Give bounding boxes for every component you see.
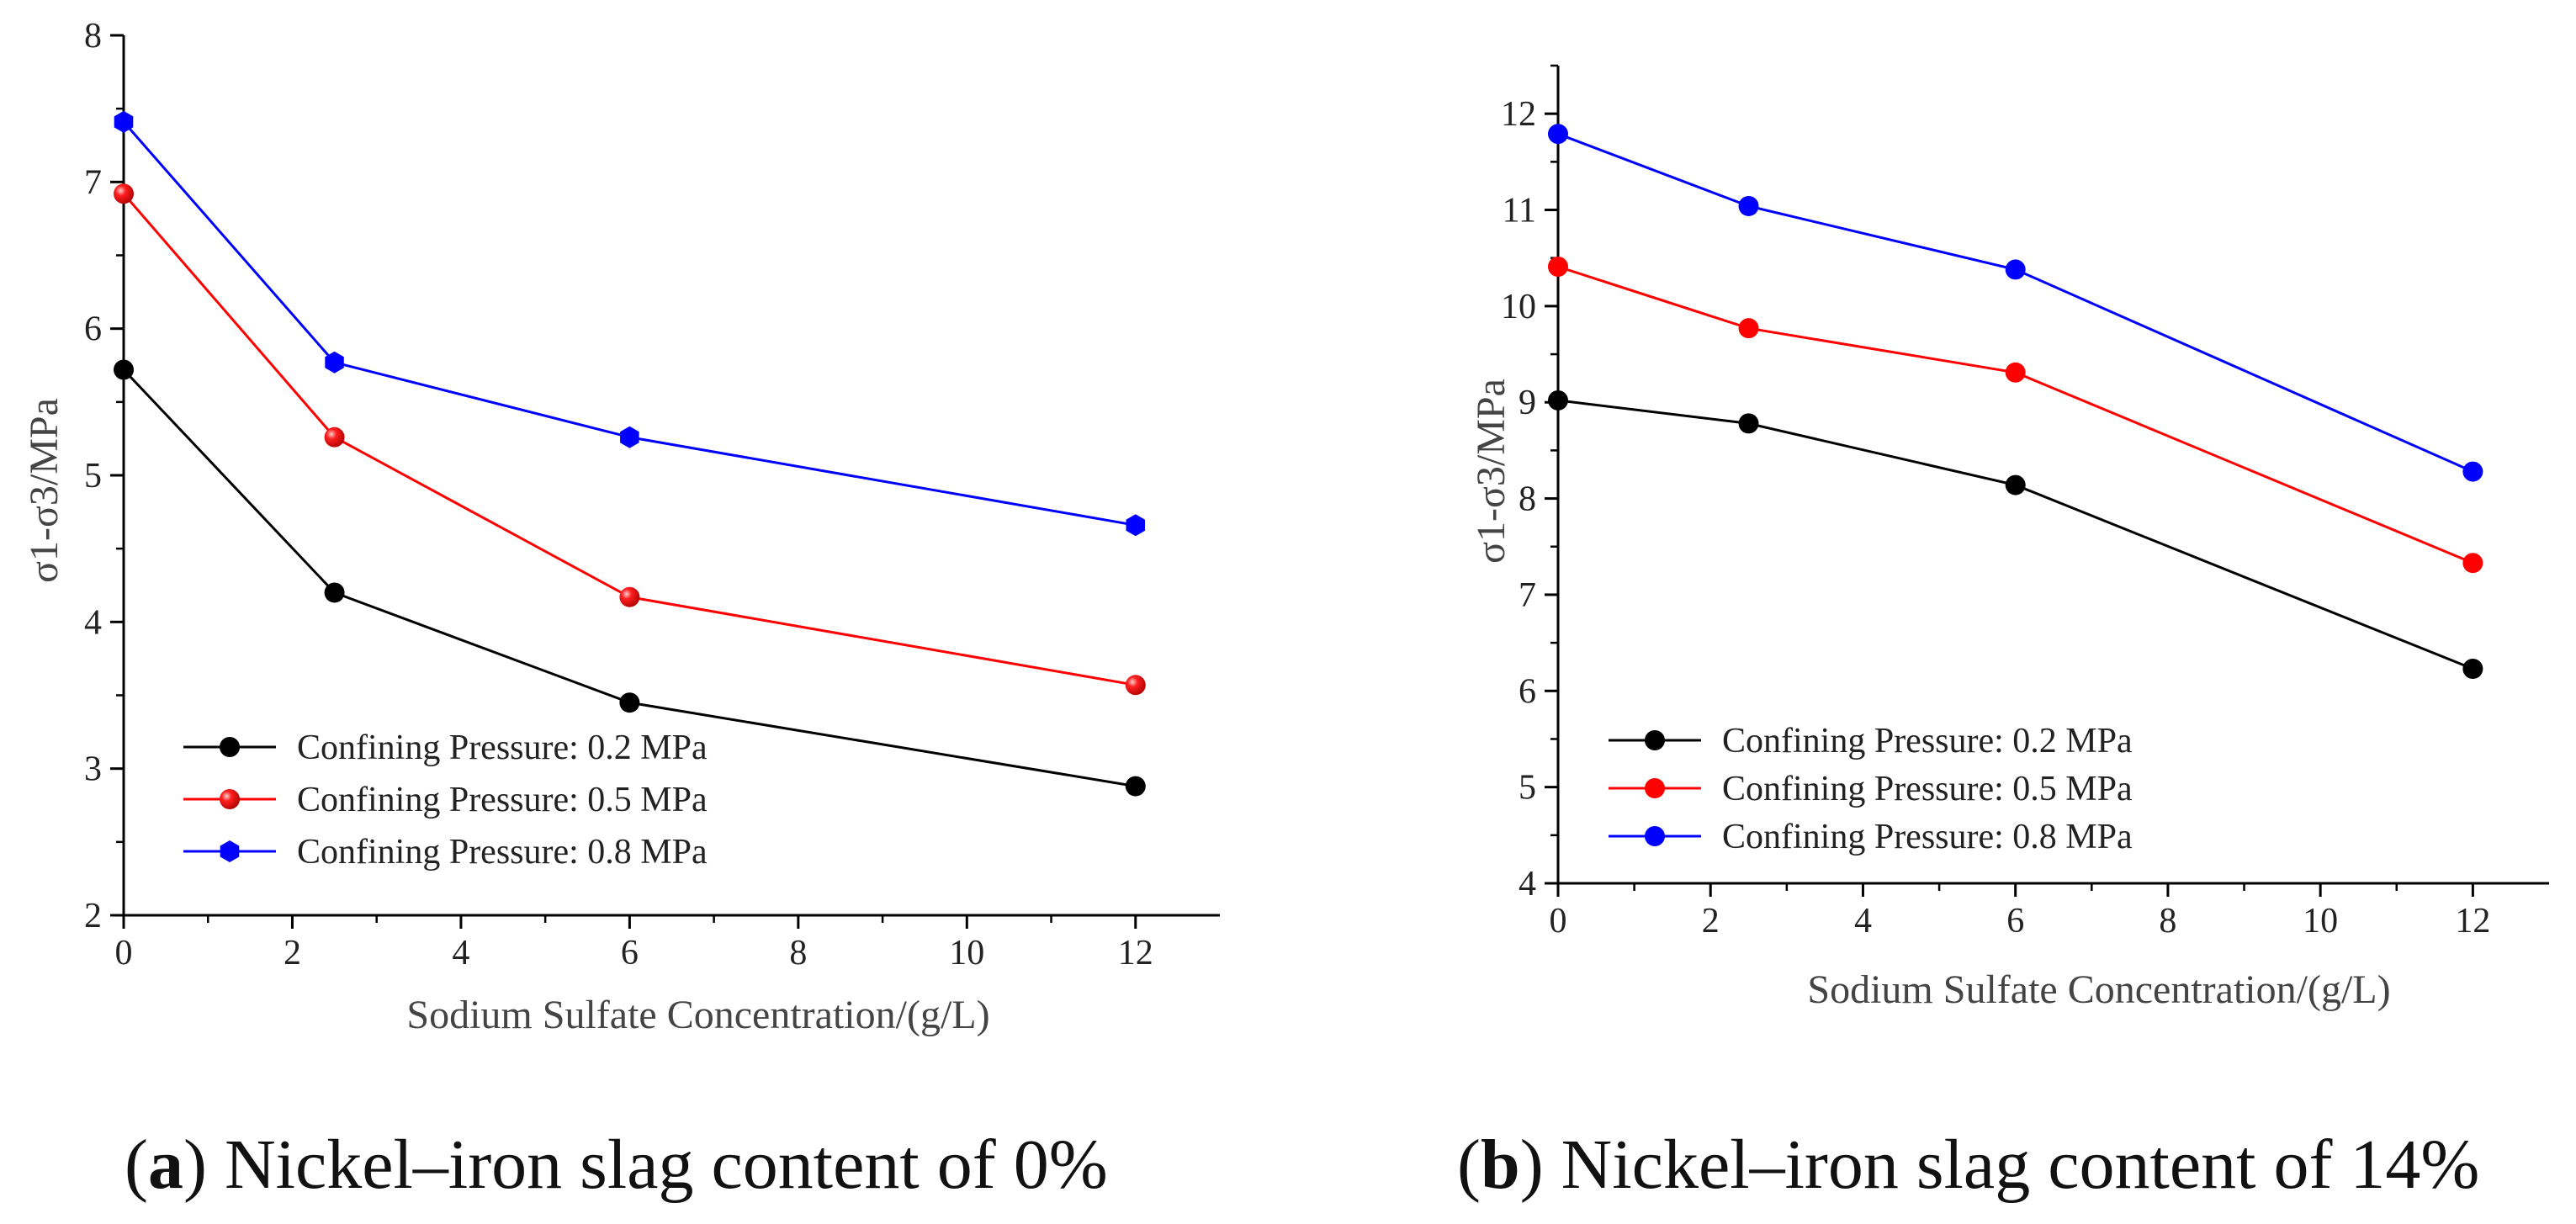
panel-b-x-tick-label: 0 (1550, 902, 1567, 941)
panel-a-y-tick-label: 5 (84, 457, 102, 495)
panel-a-legend-label: Confining Pressure: 0.8 MPa (297, 833, 708, 872)
panel-b-x-tick-label: 10 (2303, 902, 2338, 941)
panel-b-x-tick-label: 8 (2159, 902, 2176, 941)
panel-b-series-line-0 (1557, 399, 2473, 670)
panel-a-data-point (324, 427, 345, 448)
panel-b-data-point (1738, 318, 1759, 339)
panel-b-data-point (1548, 124, 1568, 145)
panel-a-y-tick-label: 8 (84, 17, 102, 56)
panel-b-legend: Confining Pressure: 0.2 MPa Confining Pre… (1609, 722, 2133, 856)
panel-b-y-tick-label: 4 (1519, 865, 1536, 903)
panel-b-x-tick-label: 6 (2006, 902, 2024, 941)
panel-b-data-point (2462, 553, 2483, 574)
panel-a-caption-letter: a (148, 1126, 183, 1204)
panel-a-data-point (1125, 675, 1146, 696)
panel-a-y-tick-label: 7 (84, 163, 102, 202)
panel-a-y-tick-label: 3 (84, 750, 102, 789)
panel-b-data-point (2462, 658, 2483, 679)
panel-b-data-point (1738, 195, 1759, 216)
panel-a-x-tick-label: 4 (452, 934, 469, 972)
panel-a-legend-marker (220, 840, 240, 862)
panel-a-data-point (114, 110, 134, 133)
panel-a-x-tick-label: 12 (1118, 934, 1153, 972)
panel-a-legend-label: Confining Pressure: 0.2 MPa (297, 729, 708, 767)
panel-b-data-point (1548, 256, 1568, 277)
panel-b-legend-marker (1645, 730, 1665, 750)
panel-b-x-tick-label: 4 (1854, 902, 1872, 941)
panel-a-data-point (1126, 514, 1145, 537)
panel-a-x-tick-label: 0 (115, 934, 133, 972)
panel-a-data-point (620, 426, 639, 448)
panel-a-x-tick-label: 2 (284, 934, 301, 972)
panel-a-caption: (a) Nickel–iron slag content of 0% (125, 1126, 1108, 1204)
panel-b-y-tick-label: 10 (1501, 288, 1536, 326)
panel-a-y-tick-label: 2 (84, 897, 102, 935)
panel-b-y-tick-label: 8 (1519, 480, 1536, 519)
panel-b-xlabel: Sodium Sulfate Concentration/(g/L) (1807, 967, 2390, 1012)
panel-a-data-point (114, 359, 134, 380)
panel-b-y-tick-label: 11 (1503, 192, 1536, 230)
panel-b-x-tick-label: 12 (2455, 902, 2490, 941)
panel-a-series-line-2 (122, 120, 1137, 527)
panel-b-legend-label: Confining Pressure: 0.2 MPa (1722, 722, 2133, 760)
panel-b-y-tick-label: 5 (1519, 769, 1536, 808)
panel-a-series-line-0 (122, 368, 1137, 788)
panel-b-legend-label: Confining Pressure: 0.5 MPa (1722, 770, 2133, 808)
panel-b-series-line-1 (1557, 265, 2473, 564)
panel-a-x-tick-label: 8 (789, 934, 807, 972)
panel-a-data-point (619, 692, 640, 713)
panel-b-caption: (b) Nickel–iron slag content of 14% (1457, 1126, 2479, 1204)
panel-b-caption-text: ) Nickel–iron slag content of 14% (1520, 1126, 2480, 1204)
panel-a-legend: Confining Pressure: 0.2 MPa Confining Pre… (183, 729, 708, 872)
panel-b-legend-label: Confining Pressure: 0.8 MPa (1722, 818, 2133, 856)
panel-b: 0 2 4 6 8 10 12 4 5 6 7 8 9 10 11 12 Confining Pressure:… (1457, 64, 2549, 1204)
panel-b-series-line-2 (1557, 132, 2474, 473)
panel-a-data-point (1125, 776, 1146, 797)
panel-a-legend-label: Confining Pressure: 0.5 MPa (297, 781, 708, 819)
panel-b-caption-letter: b (1481, 1126, 1520, 1204)
panel-a-legend-marker (220, 737, 240, 757)
panel-a-caption-text: ) Nickel–iron slag content of 0% (183, 1126, 1108, 1204)
panel-a-y-tick-label: 4 (84, 603, 102, 642)
panel-a-legend-marker (220, 789, 240, 809)
panel-b-data-point (1738, 413, 1759, 434)
panel-b-ylabel: σ1-σ3/MPa (1469, 379, 1513, 564)
panel-a-x-tick-label: 6 (621, 934, 639, 972)
panel-a-data-point (114, 183, 134, 204)
panel-b-y-tick-label: 9 (1519, 384, 1536, 422)
panel-b-data-point (2005, 259, 2026, 280)
panel-b-plot-area: 0 2 4 6 8 10 12 4 5 6 7 8 9 10 11 12 Confining Pressure:… (1501, 64, 2549, 941)
panel-b-data-point (1548, 389, 1568, 411)
panel-a-data-point (324, 582, 345, 603)
panel-b-x-tick-label: 2 (1702, 902, 1720, 941)
panel-a-x-tick-label: 10 (949, 934, 984, 972)
panel-b-y-tick-label: 12 (1501, 95, 1536, 134)
panel-a-series-line-1 (122, 193, 1137, 686)
panel-b-data-point (2005, 362, 2026, 383)
panel-b-y-tick-label: 7 (1519, 576, 1536, 615)
panel-a-data-point (325, 351, 344, 374)
panel-b-data-point (2005, 474, 2026, 495)
panel-a-data-point (619, 586, 640, 607)
panel-b-legend-marker (1645, 826, 1665, 846)
panel-b-data-point (2462, 461, 2483, 482)
panel-a-xlabel: Sodium Sulfate Concentration/(g/L) (406, 993, 989, 1037)
panel-a-y-tick-label: 6 (84, 310, 102, 349)
panel-a-ylabel: σ1-σ3/MPa (22, 398, 66, 583)
panel-b-y-tick-label: 6 (1519, 672, 1536, 711)
panel-b-legend-marker (1645, 778, 1665, 798)
